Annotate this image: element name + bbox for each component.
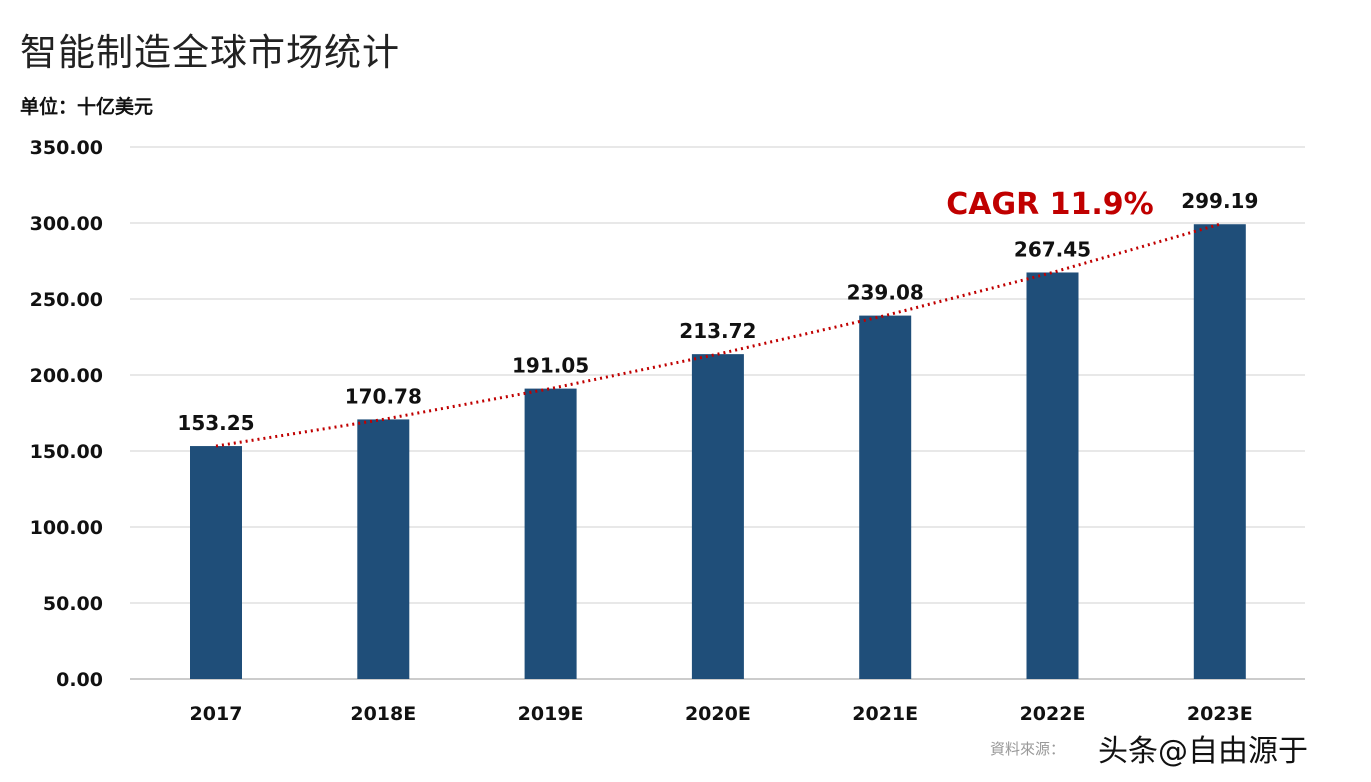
y-tick-label: 250.00 xyxy=(30,289,103,311)
x-tick-label: 2018E xyxy=(350,703,416,725)
data-label: 213.72 xyxy=(679,319,756,343)
bar xyxy=(859,315,912,679)
data-label: 191.05 xyxy=(512,354,589,378)
x-tick-label: 2019E xyxy=(518,703,584,725)
x-tick-label: 2022E xyxy=(1020,703,1086,725)
x-tick-label: 2017 xyxy=(190,703,243,725)
bar xyxy=(1026,272,1079,679)
chart-title: 智能制造全球市场统计 xyxy=(20,31,400,74)
bar xyxy=(357,419,410,679)
bar xyxy=(1193,224,1246,679)
data-label: 267.45 xyxy=(1014,237,1091,261)
cagr-annotation: CAGR 11.9% xyxy=(946,187,1153,222)
y-tick-label: 300.00 xyxy=(30,213,103,235)
bar xyxy=(190,446,242,679)
y-tick-label: 350.00 xyxy=(30,137,103,159)
y-tick-label: 100.00 xyxy=(30,517,103,539)
bar xyxy=(691,354,744,679)
data-label: 153.25 xyxy=(177,411,254,435)
bar xyxy=(524,388,577,679)
y-tick-label: 50.00 xyxy=(43,593,103,615)
y-tick-label: 200.00 xyxy=(30,365,103,387)
y-tick-label: 0.00 xyxy=(56,669,103,691)
x-tick-label: 2020E xyxy=(685,703,751,725)
cagr-trendline xyxy=(215,222,1221,448)
data-label: 239.08 xyxy=(847,281,924,305)
x-tick-label: 2021E xyxy=(852,703,918,725)
y-tick-label: 150.00 xyxy=(30,441,103,463)
data-label: 170.78 xyxy=(345,384,422,408)
source-note: 資料來源： xyxy=(990,740,1066,758)
data-label: 299.19 xyxy=(1181,189,1258,213)
x-tick-label: 2023E xyxy=(1187,703,1253,725)
chart-unit-subtitle: 单位：十亿美元 xyxy=(20,96,154,118)
watermark: 头条@自由源于 xyxy=(1098,734,1308,769)
